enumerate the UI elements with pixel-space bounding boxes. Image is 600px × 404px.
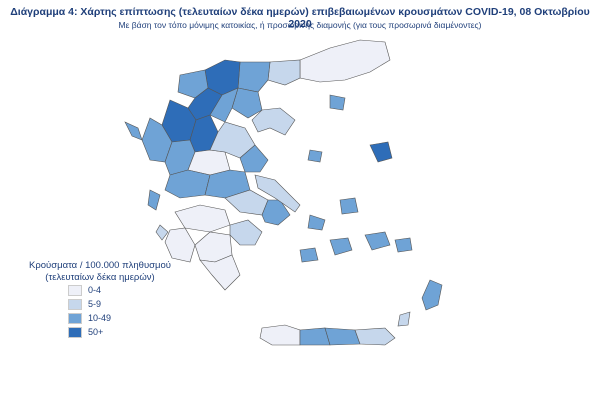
region xyxy=(329,94,346,111)
subtitle: Με βάση τον τόπο μόνιμης κατοικίας, ή πρ… xyxy=(118,20,482,30)
region xyxy=(329,237,353,256)
region xyxy=(299,39,391,83)
region xyxy=(339,197,359,215)
region xyxy=(199,254,241,291)
region xyxy=(124,121,143,141)
legend-item: 50+ xyxy=(68,326,103,338)
region xyxy=(369,141,393,163)
region xyxy=(229,219,263,246)
region xyxy=(259,324,301,346)
legend-swatch xyxy=(68,284,82,296)
legend-title-line: Κρούσματα / 100.000 πληθυσμού xyxy=(29,260,171,271)
region xyxy=(164,227,196,263)
region xyxy=(147,189,161,211)
legend-label: 50+ xyxy=(88,327,104,337)
region xyxy=(307,214,326,231)
region xyxy=(251,107,296,136)
legend-item: 5-9 xyxy=(68,298,101,310)
legend-label: 0-4 xyxy=(88,285,102,295)
region xyxy=(239,144,269,173)
legend-swatch xyxy=(68,298,82,310)
title: Διάγραμμα 4: Χάρτης επίπτωσης (τελευταίω… xyxy=(10,6,590,30)
region xyxy=(364,231,391,251)
region xyxy=(397,311,411,327)
region xyxy=(394,237,413,253)
region xyxy=(307,149,323,163)
legend-item: 0-4 xyxy=(68,284,101,296)
region xyxy=(354,327,396,346)
region xyxy=(421,279,443,311)
region xyxy=(155,224,169,241)
legend-title: Κρούσματα / 100.000 πληθυσμού (τελευταίω… xyxy=(20,260,180,284)
region xyxy=(254,174,301,213)
region xyxy=(261,199,291,226)
region xyxy=(299,247,319,263)
legend-subtitle-line: (τελευταίων δέκα ημερών) xyxy=(45,272,155,283)
legend-item: 10-49 xyxy=(68,312,111,324)
region xyxy=(324,327,361,346)
legend-swatch xyxy=(68,312,82,324)
legend-label: 5-9 xyxy=(88,299,102,309)
legend-label: 10-49 xyxy=(88,313,112,323)
region xyxy=(267,59,301,86)
region xyxy=(237,61,271,93)
legend-swatch xyxy=(68,326,82,338)
